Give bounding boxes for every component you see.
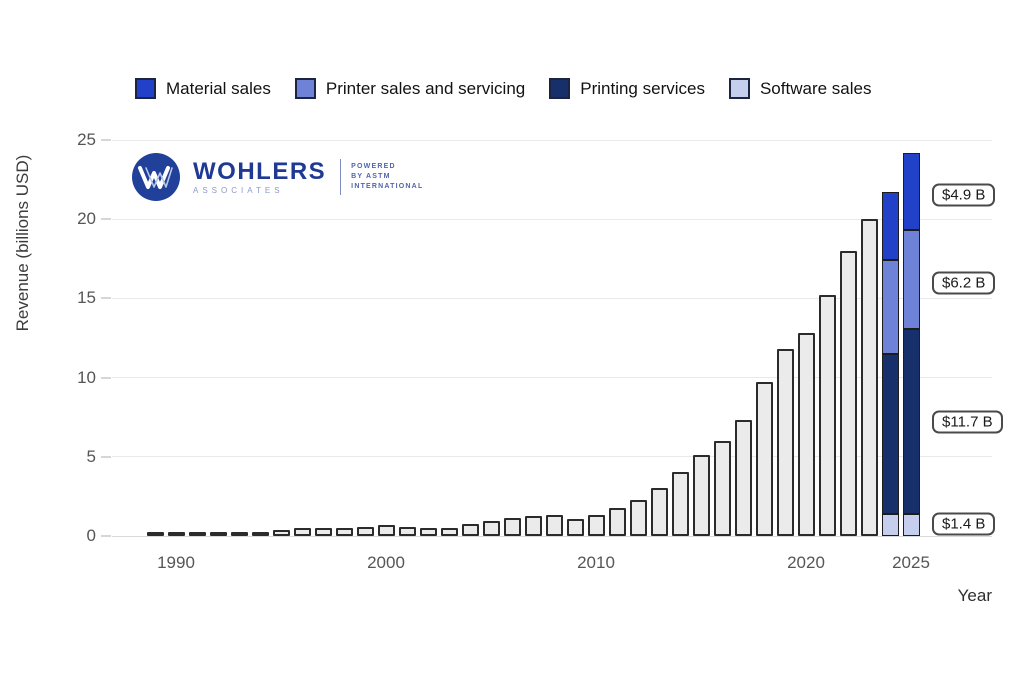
logo-subtitle: ASSOCIATES <box>193 185 284 195</box>
bar <box>755 382 773 536</box>
logo-name: WOHLERS <box>193 157 327 185</box>
wohlers-w-icon <box>132 153 180 201</box>
bar <box>398 526 416 536</box>
x-tick-label: 1990 <box>157 553 195 572</box>
legend-item: Material sales <box>135 78 271 99</box>
legend: Material sales Printer sales and servicin… <box>135 78 871 99</box>
x-axis-title: Year <box>957 586 992 605</box>
bar <box>629 499 647 536</box>
bar <box>818 295 836 536</box>
bar-segment <box>902 152 920 231</box>
gridline <box>112 377 992 379</box>
annotation-badge: $6.2 B <box>932 271 996 295</box>
bar <box>587 515 605 536</box>
gridline <box>112 535 992 537</box>
y-axis-title: Revenue (billions USD) <box>8 128 38 358</box>
bar <box>650 488 668 536</box>
y-tick-label: 0 <box>86 526 96 545</box>
y-tick-mark <box>101 376 111 379</box>
bar <box>776 349 794 536</box>
legend-label: Printer sales and servicing <box>325 78 526 98</box>
y-tick-label: 20 <box>77 209 96 229</box>
plot-area: $4.9 B $6.2 B $11.7 B $1.4 B <box>112 139 1003 537</box>
bar <box>524 515 542 536</box>
y-tick-label: 10 <box>77 367 96 387</box>
bar <box>314 527 332 536</box>
annotation-badge: $1.4 B <box>932 512 996 536</box>
bar <box>251 531 269 536</box>
legend-swatch <box>728 78 750 99</box>
bar <box>335 527 353 536</box>
bar <box>167 532 185 536</box>
bar <box>377 524 395 536</box>
logo-divider <box>340 159 342 195</box>
bar-segment <box>902 328 920 514</box>
wohlers-logo-text: WOHLERS ASSOCIATES <box>193 157 327 195</box>
x-tick-label: 2020 <box>787 553 825 572</box>
bar <box>671 471 689 536</box>
bar <box>188 532 206 536</box>
bar <box>839 250 857 536</box>
legend-label: Software sales <box>759 78 872 98</box>
bar-segment <box>881 260 899 354</box>
y-tick-mark <box>101 139 111 141</box>
legend-swatch <box>549 78 571 99</box>
bar <box>293 528 311 536</box>
legend-item: Printer sales and servicing <box>294 78 526 99</box>
legend-swatch <box>135 78 156 99</box>
y-axis-title-text: Revenue (billions USD) <box>13 154 32 332</box>
gridline <box>112 218 992 220</box>
y-tick-label: 25 <box>77 130 96 149</box>
x-tick-label: 2025 <box>892 553 930 572</box>
x-tick-label: 2010 <box>577 553 615 572</box>
bar <box>461 523 479 536</box>
powered-line2: BY ASTM <box>351 173 391 180</box>
bar <box>713 440 731 536</box>
legend-label: Material sales <box>166 78 271 98</box>
gridline <box>112 456 992 458</box>
bar <box>482 520 500 536</box>
legend-item: Software sales <box>728 78 872 99</box>
gridline <box>112 297 992 299</box>
y-tick-mark <box>101 218 111 221</box>
bar <box>734 420 752 536</box>
powered-line3: INTERNATIONAL <box>351 183 424 190</box>
bar-segment <box>902 513 920 536</box>
bar <box>419 528 437 536</box>
bar <box>356 526 374 536</box>
bar <box>272 529 290 536</box>
y-tick-label: 15 <box>77 288 96 308</box>
powered-line1: POWERED <box>351 163 396 170</box>
bar <box>146 532 164 536</box>
gridline <box>112 139 992 141</box>
wohlers-logo: WOHLERS ASSOCIATES POWERED BY ASTM INTER… <box>131 152 423 202</box>
bar-segment <box>881 353 899 514</box>
bar <box>230 532 248 536</box>
bar <box>797 333 815 536</box>
bar-segment <box>902 230 920 329</box>
legend-item: Printing services <box>549 78 705 99</box>
x-tick-label: 2000 <box>367 553 405 572</box>
legend-swatch <box>294 78 316 99</box>
annotation-badge: $4.9 B <box>932 183 996 207</box>
y-tick-mark <box>101 297 111 300</box>
bar-segment <box>881 513 899 536</box>
y-tick-mark <box>101 535 111 537</box>
bar <box>860 219 878 536</box>
y-tick-label: 5 <box>86 446 96 466</box>
logo-powered-by: POWERED BY ASTM INTERNATIONAL <box>351 162 423 192</box>
legend-label: Printing services <box>580 78 705 98</box>
bar <box>545 514 563 536</box>
bar-segment <box>881 192 899 261</box>
bar <box>692 455 710 536</box>
bar <box>209 532 227 536</box>
y-tick-mark <box>101 455 111 458</box>
annotation-badge: $11.7 B <box>932 410 1003 434</box>
bar <box>608 508 626 536</box>
bar <box>440 527 458 536</box>
bar <box>503 517 521 536</box>
bar <box>566 519 584 536</box>
